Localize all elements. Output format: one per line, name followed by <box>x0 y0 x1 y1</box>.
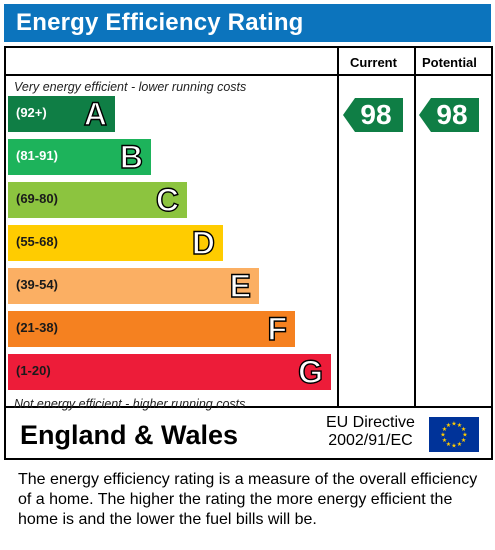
eu-star-icon: ★ <box>442 426 447 433</box>
band-range-label: (81-91) <box>16 148 58 163</box>
eu-flag-icon: ★★★★★★★★★ ★ ★★ <box>429 417 479 452</box>
potential-rating-arrow <box>419 98 479 132</box>
band-letter: F <box>267 310 288 347</box>
page-title: Energy Efficiency Rating <box>16 9 304 36</box>
band-c: (69-80) C <box>8 181 187 219</box>
band-letter: C <box>155 181 180 218</box>
band-a: (92+) A <box>8 95 115 133</box>
rating-table: Current Potential Very energy efficient … <box>4 46 493 460</box>
band-e: (39-54) E <box>8 267 259 305</box>
band-range-label: (1-20) <box>16 363 51 378</box>
band-letter: G <box>297 353 323 390</box>
eu-star-icon: ★ <box>461 426 466 433</box>
band-range-label: (39-54) <box>16 277 58 292</box>
band-range-label: (55-68) <box>16 234 58 249</box>
band-d: (55-68) D <box>8 224 223 262</box>
potential-column-header: Potential <box>422 55 477 70</box>
band-g: (1-20) G <box>8 353 331 391</box>
band-letter: D <box>191 224 216 261</box>
eu-star-icon: ★ <box>457 441 462 448</box>
band-range-label: (92+) <box>16 105 47 120</box>
eu-star-icon: ★ <box>442 437 447 444</box>
band-range-label: (69-80) <box>16 191 58 206</box>
band-b: (81-91) B <box>8 138 151 176</box>
current-rating-value: 98 <box>360 99 392 130</box>
band-letter: B <box>119 138 144 175</box>
eu-star-icon: ★ <box>461 437 466 444</box>
title-bar: Energy Efficiency Rating <box>4 4 491 42</box>
eu-star-icon: ★ <box>446 422 451 429</box>
band-range-label: (21-38) <box>16 320 58 335</box>
eu-star-icon: ★ <box>451 421 456 428</box>
eu-star-icon: ★ <box>462 432 467 439</box>
potential-rating-value: 98 <box>436 99 468 130</box>
potential-rating-tag: 98 <box>419 98 479 132</box>
current-column-header: Current <box>350 55 397 70</box>
divider-potential <box>414 48 416 408</box>
band-letter: A <box>83 95 108 132</box>
divider-current <box>337 48 339 408</box>
directive-line-2: 2002/91/EC <box>328 432 413 449</box>
footer-divider <box>6 406 491 408</box>
band-f: (21-38) F <box>8 310 295 348</box>
eu-directive: EU Directive 2002/91/EC <box>326 414 415 450</box>
eu-star-icon: ★ <box>446 441 451 448</box>
top-caption: Very energy efficient - lower running co… <box>14 80 247 94</box>
description-text: The energy efficiency rating is a measur… <box>18 471 478 528</box>
bottom-caption: Not energy efficient - higher running co… <box>14 397 246 411</box>
current-rating-arrow <box>343 98 403 132</box>
eu-star-icon: ★ <box>451 443 456 450</box>
current-rating-tag: 98 <box>343 98 403 132</box>
region-label: England & Wales <box>20 420 239 450</box>
eu-star-icon: ★ <box>440 432 445 439</box>
directive-line-1: EU Directive <box>326 414 415 431</box>
header-divider <box>6 74 491 76</box>
band-letter: E <box>229 267 252 304</box>
eu-star-icon: ★ <box>457 422 462 429</box>
